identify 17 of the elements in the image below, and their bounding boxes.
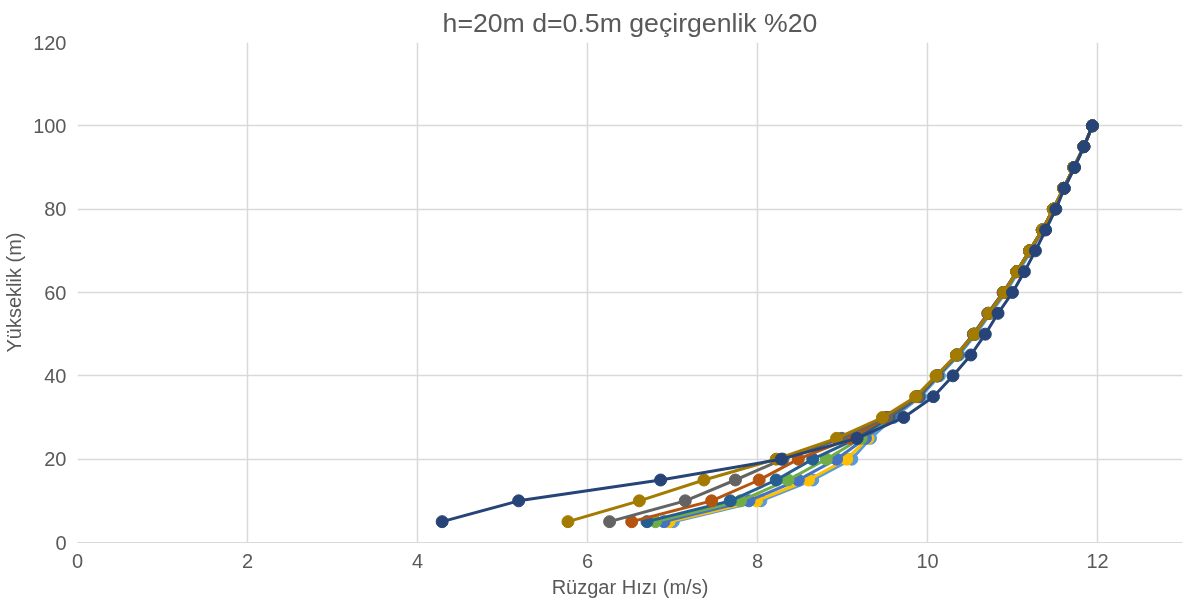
chart-title: h=20m d=0.5m geçirgenlik %20 <box>442 7 818 38</box>
y-tick-label: 40 <box>44 364 67 387</box>
x-axis-title: Rüzgar Hızı (m/s) <box>551 575 709 598</box>
y-tick-label: 20 <box>44 448 67 471</box>
y-tick-label: 0 <box>55 531 67 554</box>
y-tick-label: 120 <box>33 31 67 54</box>
x-tick-label: 8 <box>751 549 764 572</box>
y-tick-label: 60 <box>44 281 67 304</box>
x-tick-label: 2 <box>241 549 254 572</box>
x-tick-label: 10 <box>916 549 939 572</box>
x-tick-label: 6 <box>581 549 594 572</box>
x-tick-label: 0 <box>71 549 84 572</box>
y-tick-label: 100 <box>33 114 67 137</box>
x-tick-label: 12 <box>1086 549 1109 572</box>
y-axis-title: Yükseklik (m) <box>3 232 26 353</box>
y-tick-label: 80 <box>44 198 67 221</box>
x-tick-label: 4 <box>411 549 424 572</box>
